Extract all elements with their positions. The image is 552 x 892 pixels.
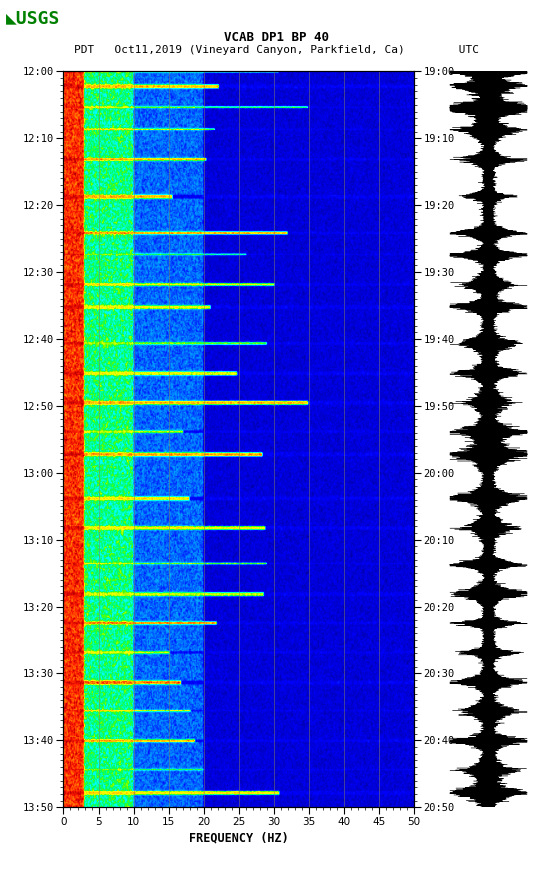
Text: ◣USGS: ◣USGS xyxy=(6,9,60,27)
Text: PDT   Oct11,2019 (Vineyard Canyon, Parkfield, Ca)        UTC: PDT Oct11,2019 (Vineyard Canyon, Parkfie… xyxy=(73,45,479,54)
X-axis label: FREQUENCY (HZ): FREQUENCY (HZ) xyxy=(189,831,289,844)
Text: VCAB DP1 BP 40: VCAB DP1 BP 40 xyxy=(224,31,328,45)
